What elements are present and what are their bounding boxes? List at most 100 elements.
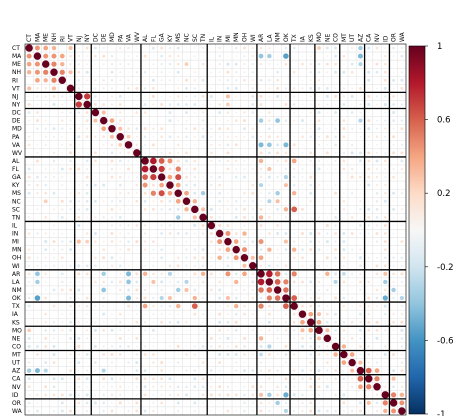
correlation-circle: [301, 184, 304, 186]
correlation-circle: [258, 118, 264, 123]
correlation-circle: [258, 215, 264, 220]
correlation-circle: [391, 408, 397, 414]
correlation-circle: [293, 175, 296, 179]
correlation-circle: [201, 232, 205, 235]
correlation-circle: [301, 192, 304, 195]
correlation-circle: [144, 329, 147, 332]
correlation-circle: [118, 183, 122, 187]
correlation-circle: [43, 78, 48, 83]
correlation-circle: [258, 239, 264, 245]
correlation-circle: [193, 223, 197, 227]
correlation-circle: [227, 184, 229, 186]
correlation-circle: [243, 361, 246, 364]
correlation-circle: [342, 127, 346, 131]
correlation-circle: [284, 361, 287, 364]
correlation-circle: [210, 402, 213, 404]
correlation-circle: [359, 111, 362, 114]
correlation-circle: [193, 256, 197, 260]
correlation-circle: [68, 70, 73, 75]
correlation-circle: [143, 232, 147, 235]
correlation-circle: [376, 248, 378, 251]
x-tick-label: MT: [341, 33, 348, 42]
correlation-circle: [258, 142, 264, 148]
correlation-circle: [342, 199, 346, 203]
correlation-circle: [110, 200, 114, 203]
correlation-circle: [69, 240, 72, 244]
correlation-circle: [358, 45, 363, 51]
correlation-circle: [119, 232, 122, 235]
correlation-circle: [335, 176, 337, 178]
correlation-circle: [276, 159, 279, 163]
correlation-circle: [177, 135, 180, 138]
correlation-circle: [235, 168, 238, 170]
correlation-circle: [118, 215, 122, 219]
correlation-circle: [359, 127, 362, 130]
x-tick-label: DE: [101, 33, 108, 42]
correlation-circle: [118, 126, 123, 131]
correlation-circle: [202, 329, 205, 332]
correlation-circle: [318, 362, 320, 364]
correlation-circle: [342, 103, 346, 106]
correlation-circle: [251, 224, 254, 227]
correlation-circle: [293, 55, 295, 57]
correlation-circle: [251, 71, 254, 74]
correlation-circle: [119, 385, 122, 389]
correlation-circle: [193, 127, 197, 131]
correlation-circle: [85, 199, 89, 203]
correlation-circle: [152, 345, 155, 348]
correlation-circle: [366, 400, 371, 405]
correlation-circle: [41, 60, 50, 68]
y-tick-label: MO: [12, 327, 22, 334]
correlation-circle: [52, 240, 56, 244]
correlation-circle: [251, 401, 254, 404]
correlation-circle: [86, 289, 88, 291]
correlation-circle: [143, 385, 147, 389]
correlation-circle: [36, 289, 38, 291]
correlation-circle: [118, 264, 122, 268]
correlation-circle: [243, 393, 246, 397]
correlation-circle: [160, 256, 164, 260]
correlation-circle: [243, 135, 246, 138]
correlation-circle: [143, 393, 147, 397]
correlation-circle: [351, 385, 354, 388]
correlation-circle: [384, 208, 386, 210]
correlation-circle: [342, 232, 346, 236]
correlation-circle: [185, 385, 188, 389]
correlation-circle: [119, 329, 122, 332]
matrix-cell: [165, 84, 175, 93]
correlation-circle: [375, 95, 379, 98]
y-tick-label: ID: [12, 392, 19, 399]
correlation-circle: [342, 328, 346, 332]
correlation-circle: [102, 345, 105, 348]
correlation-circle: [218, 361, 222, 365]
correlation-circle: [284, 87, 288, 90]
correlation-circle: [285, 256, 287, 259]
correlation-circle: [259, 264, 263, 268]
correlation-circle: [365, 367, 372, 374]
correlation-circle: [276, 248, 279, 251]
correlation-circle: [43, 53, 49, 59]
correlation-circle: [75, 92, 83, 101]
correlation-circle: [384, 111, 387, 114]
correlation-circle: [383, 232, 387, 235]
correlation-circle: [258, 336, 264, 341]
correlation-circle: [151, 46, 155, 50]
correlation-circle: [334, 393, 337, 397]
correlation-circle: [351, 136, 353, 138]
correlation-circle: [301, 393, 304, 397]
correlation-circle: [251, 167, 254, 171]
correlation-circle: [367, 296, 371, 300]
correlation-circle: [93, 199, 97, 203]
correlation-circle: [136, 265, 138, 267]
correlation-circle: [326, 111, 329, 114]
correlation-circle: [103, 225, 105, 226]
correlation-circle: [274, 295, 281, 301]
correlation-circle: [275, 400, 280, 406]
correlation-circle: [283, 142, 289, 148]
correlation-circle: [292, 46, 296, 50]
y-tick-label: TX: [11, 303, 20, 310]
correlation-circle: [185, 297, 188, 299]
correlation-circle: [142, 303, 148, 309]
correlation-circle: [268, 256, 271, 259]
correlation-circle: [368, 240, 370, 243]
